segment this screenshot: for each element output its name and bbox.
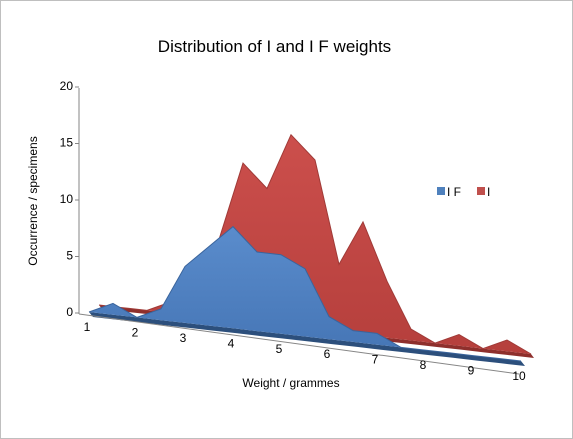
series-if-side (89, 312, 525, 366)
y-tick-label: 15 (60, 136, 74, 150)
y-axis-ticks: 0 5 10 15 20 (60, 79, 79, 319)
x-axis-label: Weight / grammes (242, 376, 339, 390)
y-tick-label: 5 (66, 249, 73, 263)
x-tick-label: 8 (420, 358, 427, 372)
y-tick-label: 20 (60, 79, 74, 93)
x-tick-label: 7 (372, 353, 379, 367)
y-axis-label: Occurrence / specimens (26, 136, 40, 265)
legend: I F I (437, 185, 490, 199)
x-axis-line (78, 313, 520, 375)
x-tick-label: 2 (132, 325, 139, 339)
series-if-top-edge (88, 225, 522, 362)
legend-label-if: I F (447, 185, 461, 199)
legend-label-i: I (487, 185, 490, 199)
y-tick-label: 0 (66, 305, 73, 319)
y-tick-label: 10 (60, 192, 74, 206)
x-tick-label: 3 (180, 331, 187, 345)
x-tick-label: 9 (468, 364, 475, 378)
x-tick-label: 6 (324, 347, 331, 361)
x-tick-label: 4 (228, 336, 235, 350)
x-tick-label: 10 (512, 369, 526, 383)
chart-title: Distribution of I and I F weights (157, 37, 392, 56)
legend-swatch-i (477, 187, 485, 195)
x-tick-label: 1 (84, 320, 91, 334)
legend-swatch-if (437, 187, 445, 195)
x-axis-ticks: 1 2 3 4 5 6 7 8 9 10 (84, 320, 526, 383)
x-tick-label: 5 (276, 342, 283, 356)
series-if-area (89, 226, 521, 361)
